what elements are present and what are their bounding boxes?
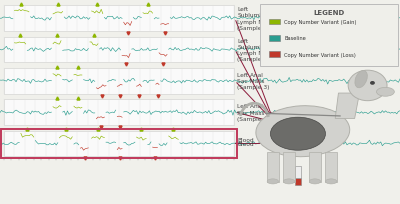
Bar [269,36,280,42]
Text: Blood: Blood [237,138,254,143]
Bar [269,52,280,58]
Ellipse shape [309,179,321,184]
Bar [283,152,295,182]
Text: Left
Sublumbar
Lymph Node
(Sample 2): Left Sublumbar Lymph Node (Sample 2) [237,38,274,62]
Bar [4,69,234,94]
Bar [4,37,234,63]
Ellipse shape [376,88,394,97]
Circle shape [370,82,375,85]
Bar [326,152,337,182]
Bar [260,5,398,66]
Text: Blood: Blood [237,141,254,146]
Circle shape [348,71,387,101]
Bar [295,166,301,178]
Bar [267,152,278,182]
Text: Left Anal
Sac Mass
(Sample 4): Left Anal Sac Mass (Sample 4) [237,104,270,121]
Text: Left Anal
Sac Mass
(Sample 3): Left Anal Sac Mass (Sample 3) [237,73,270,90]
Ellipse shape [326,179,337,184]
Bar [4,131,234,156]
Bar [1,130,237,158]
Bar [4,100,234,125]
Bar [309,152,321,182]
Ellipse shape [355,71,367,88]
Ellipse shape [267,179,278,184]
Text: LEGEND: LEGEND [313,10,345,16]
Ellipse shape [283,179,295,184]
Ellipse shape [256,106,350,157]
Bar [4,6,234,32]
Text: Copy Number Variant (Gain): Copy Number Variant (Gain) [284,20,356,25]
Text: Copy Number Variant (Loss): Copy Number Variant (Loss) [284,53,356,58]
Ellipse shape [270,118,326,151]
Text: Baseline: Baseline [284,36,306,41]
Bar [269,20,280,25]
Polygon shape [335,94,360,119]
Text: Left
Sublumbar
Lymph Node
(Sample 1): Left Sublumbar Lymph Node (Sample 1) [237,7,274,31]
Bar [295,178,301,185]
